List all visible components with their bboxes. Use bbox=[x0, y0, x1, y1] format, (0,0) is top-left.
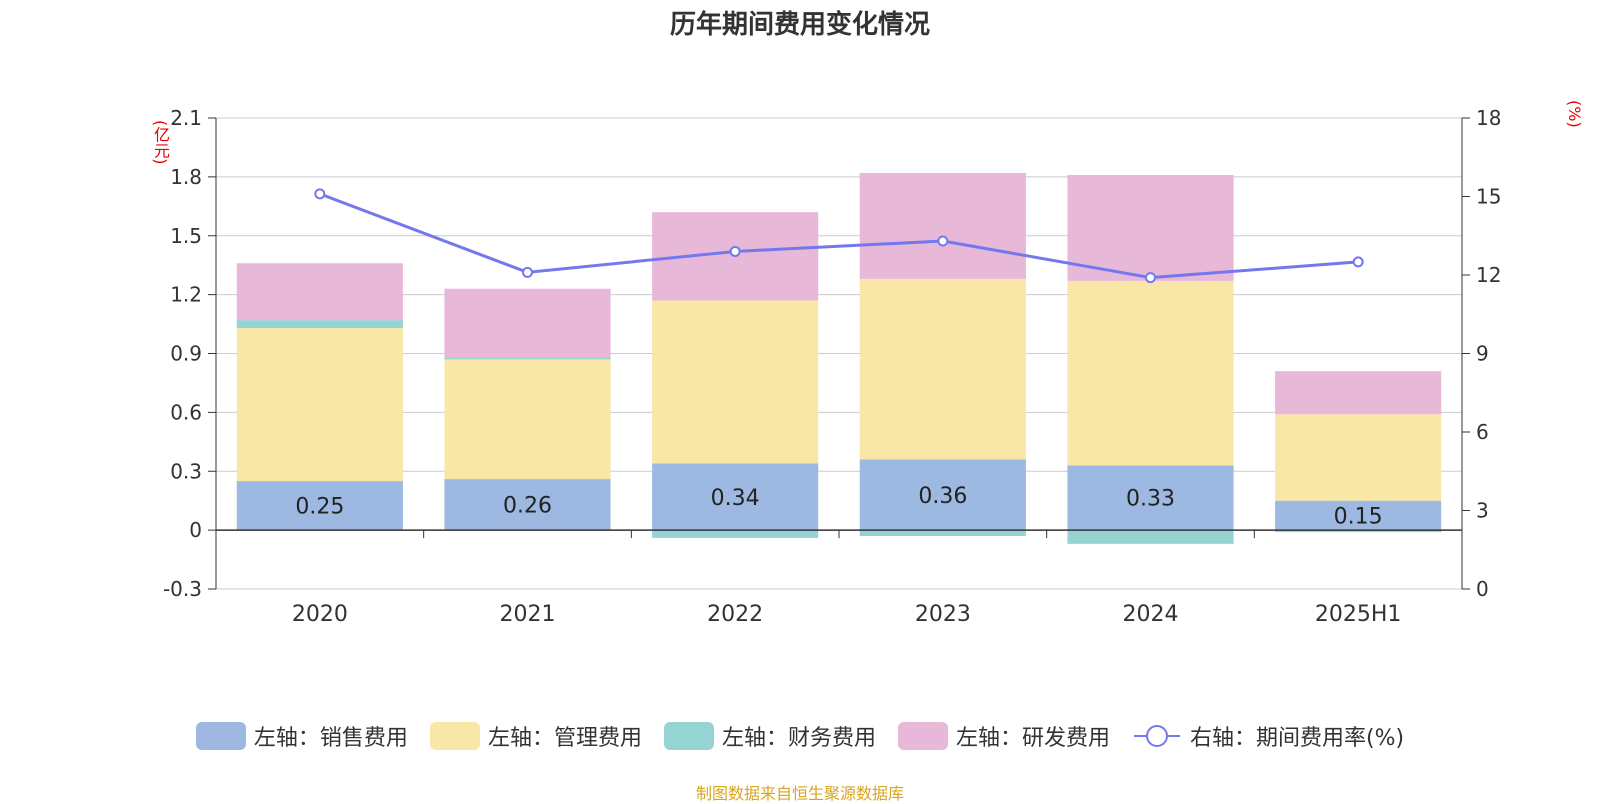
x-axis-category-label: 2020 bbox=[292, 602, 348, 627]
bar-segment-2 bbox=[1067, 530, 1234, 544]
x-axis-category-label: 2023 bbox=[915, 602, 971, 627]
bar-data-label: 0.26 bbox=[503, 494, 552, 519]
legend-line-marker-icon bbox=[1133, 725, 1180, 747]
right-axis-tick-label: 12 bbox=[1476, 263, 1501, 287]
bar-data-label: 0.15 bbox=[1334, 504, 1383, 529]
bar-segment-1 bbox=[859, 278, 1026, 460]
legend-item-admin[interactable]: 左轴：管理费用 bbox=[429, 720, 642, 752]
right-axis-tick-label: 3 bbox=[1476, 499, 1489, 523]
bar-segment-0 bbox=[859, 459, 1026, 531]
bar-segment-0 bbox=[1067, 465, 1234, 531]
right-axis-tick-label: 18 bbox=[1476, 106, 1501, 130]
legend-label-sales: 左轴：销售费用 bbox=[253, 726, 408, 751]
right-axis-tick-label: 9 bbox=[1476, 342, 1489, 366]
bar-segment-2 bbox=[652, 530, 819, 538]
expense-rate-point bbox=[1145, 272, 1156, 284]
bar-data-label: 0.34 bbox=[711, 486, 760, 511]
data-source-note: 制图数据来自恒生聚源数据库 bbox=[695, 784, 904, 803]
bar-segment-2 bbox=[236, 320, 403, 328]
bar-segment-1 bbox=[1275, 414, 1442, 501]
x-axis-category-label: 2025H1 bbox=[1315, 602, 1402, 627]
left-axis-tick-label: 0.6 bbox=[170, 400, 202, 424]
bar-segment-3 bbox=[859, 172, 1026, 279]
legend-label-finance: 左轴：财务费用 bbox=[721, 726, 876, 751]
x-axis-category-label: 2022 bbox=[707, 602, 763, 627]
right-axis-tick-label: 15 bbox=[1476, 185, 1501, 209]
bar-segment-1 bbox=[444, 359, 611, 480]
left-axis-tick-label: 1.5 bbox=[170, 224, 202, 248]
bar-segment-0 bbox=[1275, 500, 1442, 531]
bar-segment-3 bbox=[1067, 174, 1234, 281]
bar-segment-2 bbox=[1275, 530, 1442, 533]
bar-data-label: 0.33 bbox=[1126, 487, 1175, 512]
left-axis-tick-label: -0.3 bbox=[163, 577, 202, 601]
bar-segment-0 bbox=[652, 463, 819, 531]
chart-title: 历年期间费用变化情况 bbox=[669, 10, 930, 40]
expense-rate-point bbox=[729, 245, 741, 257]
right-axis-tick-label: 6 bbox=[1476, 420, 1489, 444]
legend-item-rnd[interactable]: 左轴：研发费用 bbox=[897, 720, 1110, 752]
left-axis-tick-label: 1.2 bbox=[170, 283, 202, 307]
bar-segment-3 bbox=[1275, 371, 1442, 415]
expense-rate-point bbox=[1352, 256, 1364, 268]
bar-segment-3 bbox=[236, 263, 403, 321]
chart-area: 2.1 1.8 1.5 1.2 0.9 0.6 0.3 0 -0.3 18 15 12 9 6 3 0 0.25… bbox=[163, 106, 1501, 627]
legend-label-expense-rate: 右轴：期间费用率(%) bbox=[1189, 726, 1405, 751]
bar-data-label: 0.36 bbox=[918, 484, 967, 509]
bar-segment-2 bbox=[859, 530, 1026, 537]
legend-swatch-admin bbox=[429, 722, 480, 750]
left-axis-tick-label: 1.8 bbox=[170, 165, 202, 189]
legend-label-rnd: 左轴：研发费用 bbox=[955, 726, 1110, 751]
bar-segment-0 bbox=[444, 479, 611, 531]
left-axis-tick-label: 0.3 bbox=[170, 459, 202, 483]
expense-rate-line bbox=[319, 192, 1359, 280]
left-axis-tick-label: 0 bbox=[189, 518, 202, 542]
x-axis-category-label: 2021 bbox=[500, 602, 556, 627]
legend-item-expense-rate[interactable]: 右轴：期间费用率(%) bbox=[1132, 720, 1404, 752]
left-axis-tick-label: 0.9 bbox=[170, 342, 202, 366]
left-axis-unit: (亿元) bbox=[151, 120, 170, 165]
legend-swatch-rnd bbox=[897, 722, 948, 750]
bar-segment-2 bbox=[444, 357, 611, 360]
bar-segment-1 bbox=[652, 300, 819, 464]
expense-rate-point bbox=[937, 235, 949, 247]
bar-segment-0 bbox=[236, 481, 403, 531]
legend: 左轴：销售费用 左轴：管理费用 左轴：财务费用 左轴：研发费用 右轴：期间费用率… bbox=[0, 720, 1600, 752]
expense-rate-point bbox=[522, 266, 533, 278]
legend-item-finance[interactable]: 左轴：财务费用 bbox=[663, 720, 876, 752]
legend-item-sales[interactable]: 左轴：销售费用 bbox=[195, 720, 408, 752]
bar-segment-1 bbox=[236, 327, 403, 482]
expense-rate-point bbox=[314, 188, 326, 200]
legend-label-admin: 左轴：管理费用 bbox=[487, 726, 642, 751]
left-axis-tick-label: 2.1 bbox=[170, 106, 202, 130]
bar-data-label: 0.25 bbox=[295, 495, 344, 520]
bar-segment-1 bbox=[1067, 280, 1234, 466]
legend-swatch-sales bbox=[195, 722, 246, 750]
bar-segment-3 bbox=[444, 288, 611, 358]
right-axis-unit: (%) bbox=[1565, 100, 1584, 128]
right-axis-tick-label: 0 bbox=[1476, 577, 1489, 601]
legend-swatch-finance bbox=[663, 722, 714, 750]
x-axis-category-label: 2024 bbox=[1123, 602, 1179, 627]
